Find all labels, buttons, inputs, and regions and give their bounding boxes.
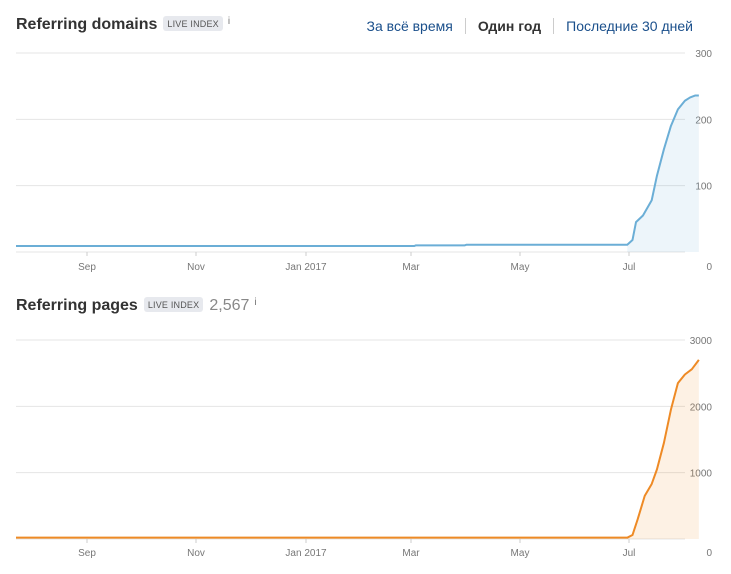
tab-all-time[interactable]: За всё время bbox=[366, 18, 453, 34]
chart-title: Referring pages bbox=[16, 297, 138, 314]
x-tick-label: Sep bbox=[78, 548, 96, 559]
referring-pages-header: Referring pages LIVE INDEX 2,567 i bbox=[16, 297, 257, 315]
y-tick-label: 3000 bbox=[690, 336, 713, 347]
x-tick-label: Jan 2017 bbox=[285, 262, 327, 273]
y-tick-label: 2000 bbox=[690, 402, 713, 413]
tab-last-30-days[interactable]: Последние 30 дней bbox=[566, 18, 693, 34]
x-tick-label: Nov bbox=[187, 548, 205, 559]
x-tick-label: Mar bbox=[402, 548, 420, 559]
x-tick-label: Mar bbox=[402, 262, 420, 273]
y-tick-label: 300 bbox=[695, 49, 712, 60]
info-icon[interactable]: i bbox=[227, 16, 231, 27]
referring-domains-header: Referring domains LIVE INDEX i bbox=[16, 16, 230, 34]
tab-one-year[interactable]: Один год bbox=[464, 18, 555, 34]
x-tick-label: Sep bbox=[78, 262, 96, 273]
x-tick-label: Nov bbox=[187, 262, 205, 273]
total-count: 2,567 bbox=[209, 297, 250, 314]
x-tick-label: May bbox=[511, 262, 530, 273]
x-tick-label: Jul bbox=[623, 262, 636, 273]
y-tick-label: 100 bbox=[695, 182, 712, 193]
live-index-badge: LIVE INDEX bbox=[163, 16, 223, 31]
chart-title: Referring domains bbox=[16, 16, 158, 33]
series-line bbox=[16, 359, 700, 539]
x-tick-label: Jul bbox=[623, 548, 636, 559]
x-tick-label: May bbox=[511, 548, 530, 559]
y-tick-label: 0 bbox=[706, 548, 712, 559]
live-index-badge: LIVE INDEX bbox=[143, 297, 204, 312]
y-tick-label: 1000 bbox=[690, 469, 713, 480]
y-tick-label: 200 bbox=[695, 115, 712, 126]
date-range-tabs: За всё время Один год Последние 30 дней bbox=[355, 18, 693, 34]
y-tick-label: 0 bbox=[706, 262, 712, 273]
referring-domains-chart: 0 100 200 300 Sep Nov Jan 2017 Mar May Jul bbox=[16, 49, 712, 273]
x-tick-label: Jan 2017 bbox=[285, 548, 327, 559]
info-icon[interactable]: i bbox=[254, 297, 257, 308]
series-line bbox=[16, 94, 699, 248]
